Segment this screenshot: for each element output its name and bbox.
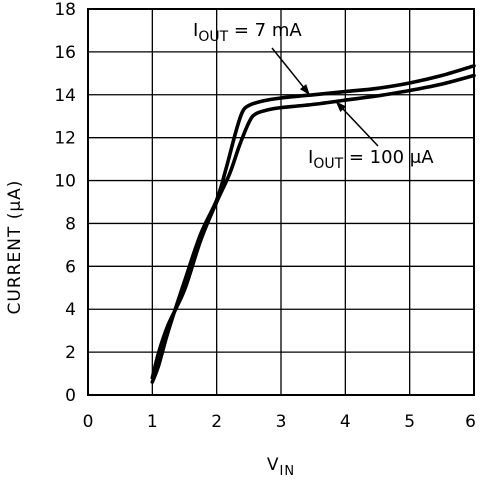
x-tick-label-6: 6 xyxy=(465,412,476,432)
y-tick-label-0: 0 xyxy=(65,386,76,406)
annotation-iout-100ua-main: I xyxy=(308,147,313,168)
y-tick-label-12: 12 xyxy=(54,129,76,149)
y-tick-label-14: 14 xyxy=(54,86,76,106)
series-line-0 xyxy=(150,64,476,384)
y-tick-label-4: 4 xyxy=(65,300,76,320)
x-tick-label-4: 4 xyxy=(340,412,351,432)
x-tick-label-5: 5 xyxy=(404,412,415,432)
x-tick-label-3: 3 xyxy=(276,412,287,432)
grid xyxy=(88,9,474,395)
y-tick-label-2: 2 xyxy=(65,343,76,363)
series-line-1 xyxy=(150,73,476,380)
annotation-iout-7ma-sub: OUT xyxy=(198,29,228,45)
y-axis-label: CURRENT (μA) xyxy=(5,180,25,315)
x-tick-labels: 0 1 2 3 4 5 6 xyxy=(83,412,476,432)
y-tick-label-8: 8 xyxy=(65,214,76,234)
pointer-iout-7ma-head xyxy=(299,84,310,96)
x-axis-label-main: V xyxy=(267,455,280,475)
plot-frame xyxy=(87,8,475,396)
x-axis-label-sub: IN xyxy=(280,464,296,479)
pointer-iout-100ua-head xyxy=(335,101,347,112)
y-tick-label-10: 10 xyxy=(54,172,76,192)
series-group xyxy=(150,64,476,384)
x-axis-label: VIN xyxy=(267,455,295,479)
annotation-iout-7ma-main: I xyxy=(193,20,198,41)
annotation-pointers xyxy=(271,47,379,147)
y-tick-label-18: 18 xyxy=(54,0,76,20)
annotation-iout-7ma: IOUT = 7 mA xyxy=(193,20,302,45)
annotation-iout-100ua-sub: OUT xyxy=(313,156,343,172)
y-tick-label-16: 16 xyxy=(54,43,76,63)
y-tick-labels: 0 2 4 6 8 10 12 14 16 18 xyxy=(54,0,76,406)
annotation-iout-7ma-rest: = 7 mA xyxy=(228,20,302,41)
x-tick-label-0: 0 xyxy=(83,412,94,432)
y-tick-label-6: 6 xyxy=(65,257,76,277)
annotation-iout-100ua-rest: = 100 μA xyxy=(343,147,434,168)
annotation-iout-100ua: IOUT = 100 μA xyxy=(308,147,434,172)
x-tick-label-1: 1 xyxy=(147,412,158,432)
x-tick-label-2: 2 xyxy=(211,412,222,432)
